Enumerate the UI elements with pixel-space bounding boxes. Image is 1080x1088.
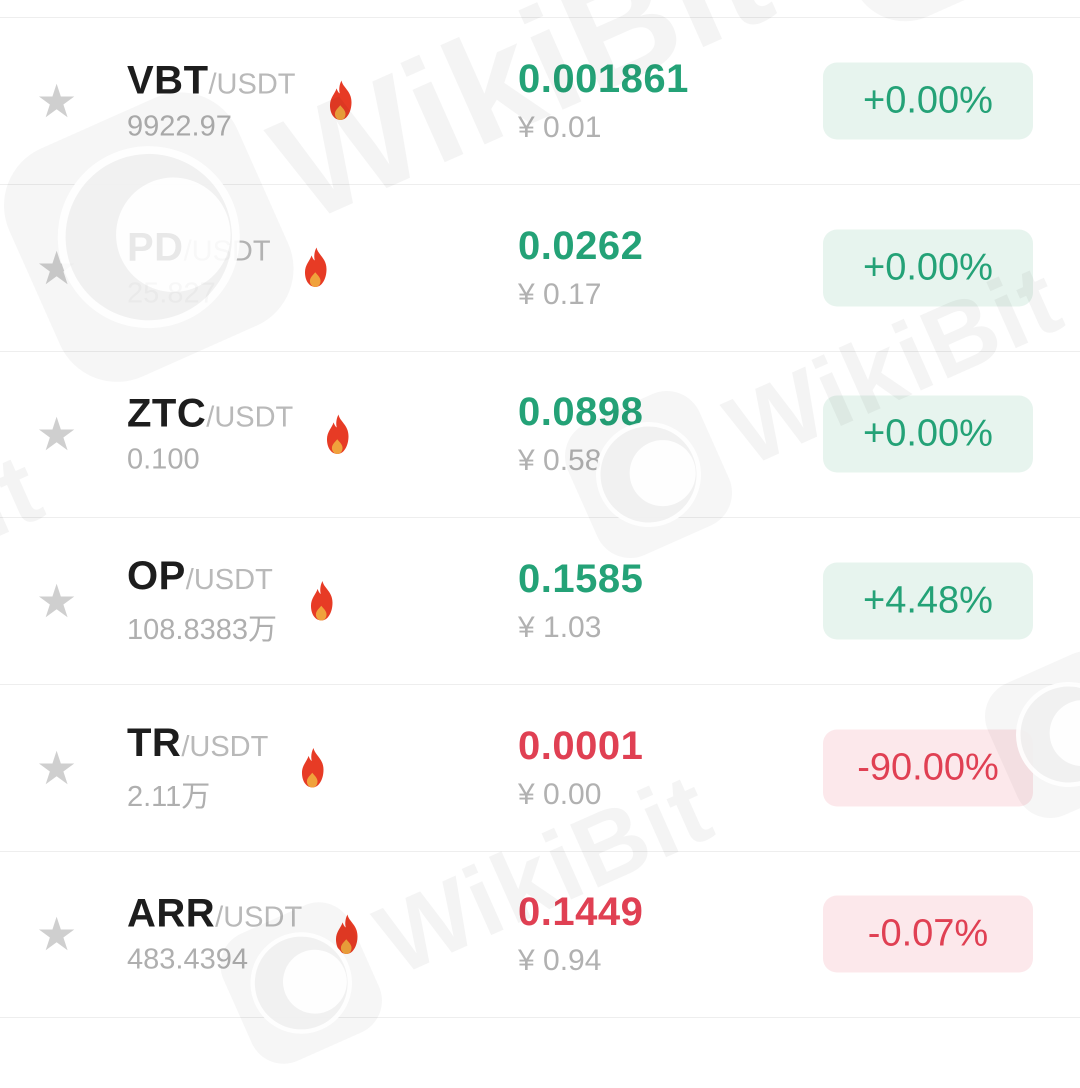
pair-quote-symbol: /USDT bbox=[183, 235, 271, 268]
pair-price-cny: ¥ 0.00 bbox=[518, 778, 602, 812]
pair-name-block: ARR/USDT 483.4394 bbox=[127, 892, 366, 977]
change-percent-badge[interactable]: +0.00% bbox=[823, 229, 1033, 307]
pair-price: 0.1585 bbox=[518, 557, 644, 602]
fire-icon bbox=[302, 748, 324, 788]
pair-volume: 2.11万 bbox=[127, 781, 211, 814]
pair-row-ztc-usdt[interactable]: ★ ZTC/USDT 0.100 0.0898 ¥ 0.58 +0.00% bbox=[0, 350, 1080, 518]
fire-icon bbox=[336, 914, 358, 954]
favorite-star-icon[interactable]: ★ bbox=[36, 74, 78, 127]
market-pair-list: ★ VBT/USDT 9922.97 0.001861 ¥ 0.01 +0.00… bbox=[0, 17, 1080, 1018]
pair-base-symbol: PD bbox=[127, 225, 184, 270]
pair-row-op-usdt[interactable]: ★ OP/USDT 108.8383万 0.1585 ¥ 1.03 +4.48% bbox=[0, 517, 1080, 684]
pair-name-block: ZTC/USDT 0.100 bbox=[127, 392, 357, 477]
pair-name-block: PD/USDT 25.827 bbox=[127, 225, 335, 310]
pair-price-cny: ¥ 1.03 bbox=[518, 611, 602, 645]
pair-price: 0.0262 bbox=[518, 223, 644, 268]
change-percent-badge[interactable]: +4.48% bbox=[823, 562, 1033, 640]
pair-base-symbol: ARR bbox=[127, 891, 216, 936]
pair-name-block: TR/USDT 2.11万 bbox=[127, 721, 332, 815]
pair-quote-symbol: /USDT bbox=[215, 901, 303, 934]
pair-name-block: OP/USDT 108.8383万 bbox=[127, 554, 341, 648]
change-percent-badge[interactable]: -0.07% bbox=[823, 895, 1033, 973]
pair-quote-symbol: /USDT bbox=[206, 401, 294, 434]
pair-quote-symbol: /USDT bbox=[208, 68, 296, 101]
pair-volume: 108.8383万 bbox=[127, 614, 277, 647]
pair-name-block: VBT/USDT 9922.97 bbox=[127, 58, 360, 143]
change-percent-badge[interactable]: -90.00% bbox=[823, 729, 1033, 807]
pair-volume: 25.827 bbox=[127, 277, 216, 310]
fire-icon bbox=[327, 414, 349, 454]
change-percent-badge[interactable]: +0.00% bbox=[823, 62, 1033, 140]
fire-icon bbox=[310, 581, 333, 621]
pair-price: 0.1449 bbox=[518, 890, 644, 935]
pair-price-cny: ¥ 0.94 bbox=[518, 944, 602, 978]
pair-volume: 483.4394 bbox=[127, 943, 248, 976]
pair-base-symbol: ZTC bbox=[127, 391, 207, 436]
fire-icon bbox=[329, 80, 351, 121]
pair-row-vbt-usdt[interactable]: ★ VBT/USDT 9922.97 0.001861 ¥ 0.01 +0.00… bbox=[0, 17, 1080, 184]
price-block: 0.0001 ¥ 0.00 bbox=[518, 724, 643, 812]
pair-price: 0.0898 bbox=[518, 390, 644, 435]
pair-volume: 0.100 bbox=[127, 443, 200, 476]
price-block: 0.0898 ¥ 0.58 bbox=[518, 390, 643, 478]
pair-base-symbol: OP bbox=[127, 554, 186, 599]
price-block: 0.001861 ¥ 0.01 bbox=[518, 57, 689, 145]
pair-row-arr-usdt[interactable]: ★ ARR/USDT 483.4394 0.1449 ¥ 0.94 -0.07% bbox=[0, 850, 1080, 1018]
favorite-star-icon[interactable]: ★ bbox=[36, 408, 78, 461]
pair-base-symbol: VBT bbox=[127, 58, 209, 103]
price-block: 0.0262 ¥ 0.17 bbox=[518, 224, 643, 312]
change-percent-badge[interactable]: +0.00% bbox=[823, 395, 1033, 473]
price-block: 0.1585 ¥ 1.03 bbox=[518, 557, 643, 645]
fire-icon bbox=[304, 247, 327, 288]
pair-quote-symbol: /USDT bbox=[181, 731, 269, 764]
pair-volume: 9922.97 bbox=[127, 110, 232, 143]
pair-price: 0.001861 bbox=[518, 56, 689, 101]
pair-price: 0.0001 bbox=[518, 724, 644, 769]
pair-row-tr-usdt[interactable]: ★ TR/USDT 2.11万 0.0001 ¥ 0.00 -90.00% bbox=[0, 684, 1080, 851]
pair-base-symbol: TR bbox=[127, 721, 182, 766]
favorite-star-icon[interactable]: ★ bbox=[36, 742, 78, 795]
favorite-star-icon[interactable]: ★ bbox=[36, 908, 78, 961]
price-block: 0.1449 ¥ 0.94 bbox=[518, 890, 643, 978]
pair-quote-symbol: /USDT bbox=[185, 564, 273, 597]
pair-price-cny: ¥ 0.17 bbox=[518, 277, 602, 311]
pair-price-cny: ¥ 0.58 bbox=[518, 444, 602, 478]
favorite-star-icon[interactable]: ★ bbox=[36, 241, 78, 294]
pair-price-cny: ¥ 0.01 bbox=[518, 110, 602, 144]
favorite-star-icon[interactable]: ★ bbox=[36, 575, 78, 628]
pair-row-pd-usdt[interactable]: ★ PD/USDT 25.827 0.0262 ¥ 0.17 +0.00% bbox=[0, 183, 1080, 351]
